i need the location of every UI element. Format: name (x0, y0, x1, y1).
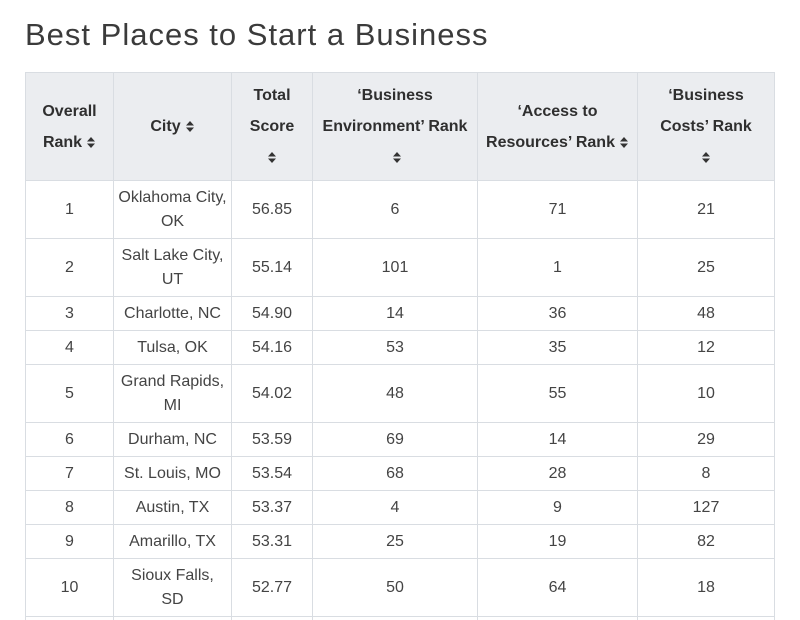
cell-business-environment-rank: 4 (312, 490, 478, 525)
cell-access-to-resources-rank: 71 (477, 180, 638, 239)
cell-access-to-resources-rank: 28 (477, 456, 638, 491)
cell-total-score: 54.16 (231, 330, 313, 365)
table-row: 2 Salt Lake City, UT 55.14 101 1 25 (25, 238, 775, 297)
empty-cell (637, 616, 775, 620)
cell-business-environment-rank: 48 (312, 364, 478, 423)
table-row: 8 Austin, TX 53.37 4 9 127 (25, 490, 775, 525)
cell-business-costs-rank: 8 (637, 456, 775, 491)
empty-cell (25, 616, 114, 620)
table-header-row: Overall Rank City Total Score ‘Business … (25, 72, 775, 181)
cell-overall-rank: 1 (25, 180, 114, 239)
column-header-label: Total Score (249, 87, 295, 135)
cell-business-environment-rank: 25 (312, 524, 478, 559)
cell-overall-rank: 4 (25, 330, 114, 365)
cell-total-score: 52.77 (231, 558, 313, 617)
column-header-label: Overall Rank (42, 102, 97, 151)
cell-overall-rank: 6 (25, 422, 114, 457)
cell-business-costs-rank: 12 (637, 330, 775, 365)
cell-city: Amarillo, TX (113, 524, 232, 559)
cell-city: St. Louis, MO (113, 456, 232, 491)
column-header-label: ‘Business Environment’ Rank (322, 87, 468, 135)
cell-access-to-resources-rank: 64 (477, 558, 638, 617)
page-title: Best Places to Start a Business (25, 17, 489, 52)
empty-cell (113, 616, 232, 620)
cell-access-to-resources-rank: 35 (477, 330, 638, 365)
cell-total-score: 53.37 (231, 490, 313, 525)
cell-business-environment-rank: 69 (312, 422, 478, 457)
sort-updown-icon[interactable] (86, 136, 96, 149)
column-header-business-costs-rank[interactable]: ‘Business Costs’ Rank (637, 72, 775, 181)
cell-city: Salt Lake City, UT (113, 238, 232, 297)
cell-overall-rank: 2 (25, 238, 114, 297)
table-row: 1 Oklahoma City, OK 56.85 6 71 21 (25, 180, 775, 239)
sort-updown-icon[interactable] (185, 120, 195, 133)
sort-updown-icon[interactable] (619, 136, 629, 149)
cell-business-environment-rank: 68 (312, 456, 478, 491)
cell-city: Durham, NC (113, 422, 232, 457)
cell-access-to-resources-rank: 19 (477, 524, 638, 559)
table-row: 3 Charlotte, NC 54.90 14 36 48 (25, 296, 775, 331)
cell-total-score: 56.85 (231, 180, 313, 239)
cell-total-score: 54.02 (231, 364, 313, 423)
cell-overall-rank: 8 (25, 490, 114, 525)
table-row: 5 Grand Rapids, MI 54.02 48 55 10 (25, 364, 775, 423)
cell-total-score: 53.31 (231, 524, 313, 559)
table-row: 9 Amarillo, TX 53.31 25 19 82 (25, 524, 775, 559)
cell-total-score: 53.54 (231, 456, 313, 491)
empty-cell (231, 616, 313, 620)
table-row: 7 St. Louis, MO 53.54 68 28 8 (25, 456, 775, 491)
cell-overall-rank: 7 (25, 456, 114, 491)
cell-access-to-resources-rank: 36 (477, 296, 638, 331)
table-row: 10 Sioux Falls, SD 52.77 50 64 18 (25, 558, 775, 617)
cell-total-score: 55.14 (231, 238, 313, 297)
column-header-city[interactable]: City (113, 72, 232, 181)
sort-updown-icon[interactable] (267, 151, 277, 164)
cell-business-costs-rank: 10 (637, 364, 775, 423)
cell-business-environment-rank: 6 (312, 180, 478, 239)
column-header-overall-rank[interactable]: Overall Rank (25, 72, 114, 181)
cell-city: Austin, TX (113, 490, 232, 525)
table-row-cutoff (25, 616, 775, 620)
cell-business-costs-rank: 127 (637, 490, 775, 525)
cell-overall-rank: 5 (25, 364, 114, 423)
cell-overall-rank: 10 (25, 558, 114, 617)
empty-cell (477, 616, 638, 620)
cell-city: Sioux Falls, SD (113, 558, 232, 617)
cell-total-score: 53.59 (231, 422, 313, 457)
cell-business-environment-rank: 50 (312, 558, 478, 617)
column-header-business-environment-rank[interactable]: ‘Business Environment’ Rank (312, 72, 478, 181)
column-header-label: City (150, 118, 181, 135)
table-row: 4 Tulsa, OK 54.16 53 35 12 (25, 330, 775, 365)
cell-business-costs-rank: 48 (637, 296, 775, 331)
cell-access-to-resources-rank: 14 (477, 422, 638, 457)
cell-city: Grand Rapids, MI (113, 364, 232, 423)
sort-updown-icon[interactable] (392, 151, 402, 164)
cell-overall-rank: 3 (25, 296, 114, 331)
column-header-total-score[interactable]: Total Score (231, 72, 313, 181)
cell-business-environment-rank: 101 (312, 238, 478, 297)
cell-city: Oklahoma City, OK (113, 180, 232, 239)
cell-city: Charlotte, NC (113, 296, 232, 331)
cell-business-costs-rank: 29 (637, 422, 775, 457)
cell-business-costs-rank: 18 (637, 558, 775, 617)
cell-access-to-resources-rank: 55 (477, 364, 638, 423)
cell-business-costs-rank: 82 (637, 524, 775, 559)
cell-business-environment-rank: 53 (312, 330, 478, 365)
cell-business-costs-rank: 25 (637, 238, 775, 297)
cell-access-to-resources-rank: 9 (477, 490, 638, 525)
rankings-table: Overall Rank City Total Score ‘Business … (25, 72, 775, 620)
cell-city: Tulsa, OK (113, 330, 232, 365)
cell-business-costs-rank: 21 (637, 180, 775, 239)
table-row: 6 Durham, NC 53.59 69 14 29 (25, 422, 775, 457)
sort-updown-icon[interactable] (701, 151, 711, 164)
empty-cell (312, 616, 478, 620)
column-header-label: ‘Access to Resources’ Rank (486, 102, 615, 151)
cell-total-score: 54.90 (231, 296, 313, 331)
cell-access-to-resources-rank: 1 (477, 238, 638, 297)
column-header-access-to-resources-rank[interactable]: ‘Access to Resources’ Rank (477, 72, 638, 181)
cell-business-environment-rank: 14 (312, 296, 478, 331)
column-header-label: ‘Business Costs’ Rank (660, 87, 752, 135)
cell-overall-rank: 9 (25, 524, 114, 559)
